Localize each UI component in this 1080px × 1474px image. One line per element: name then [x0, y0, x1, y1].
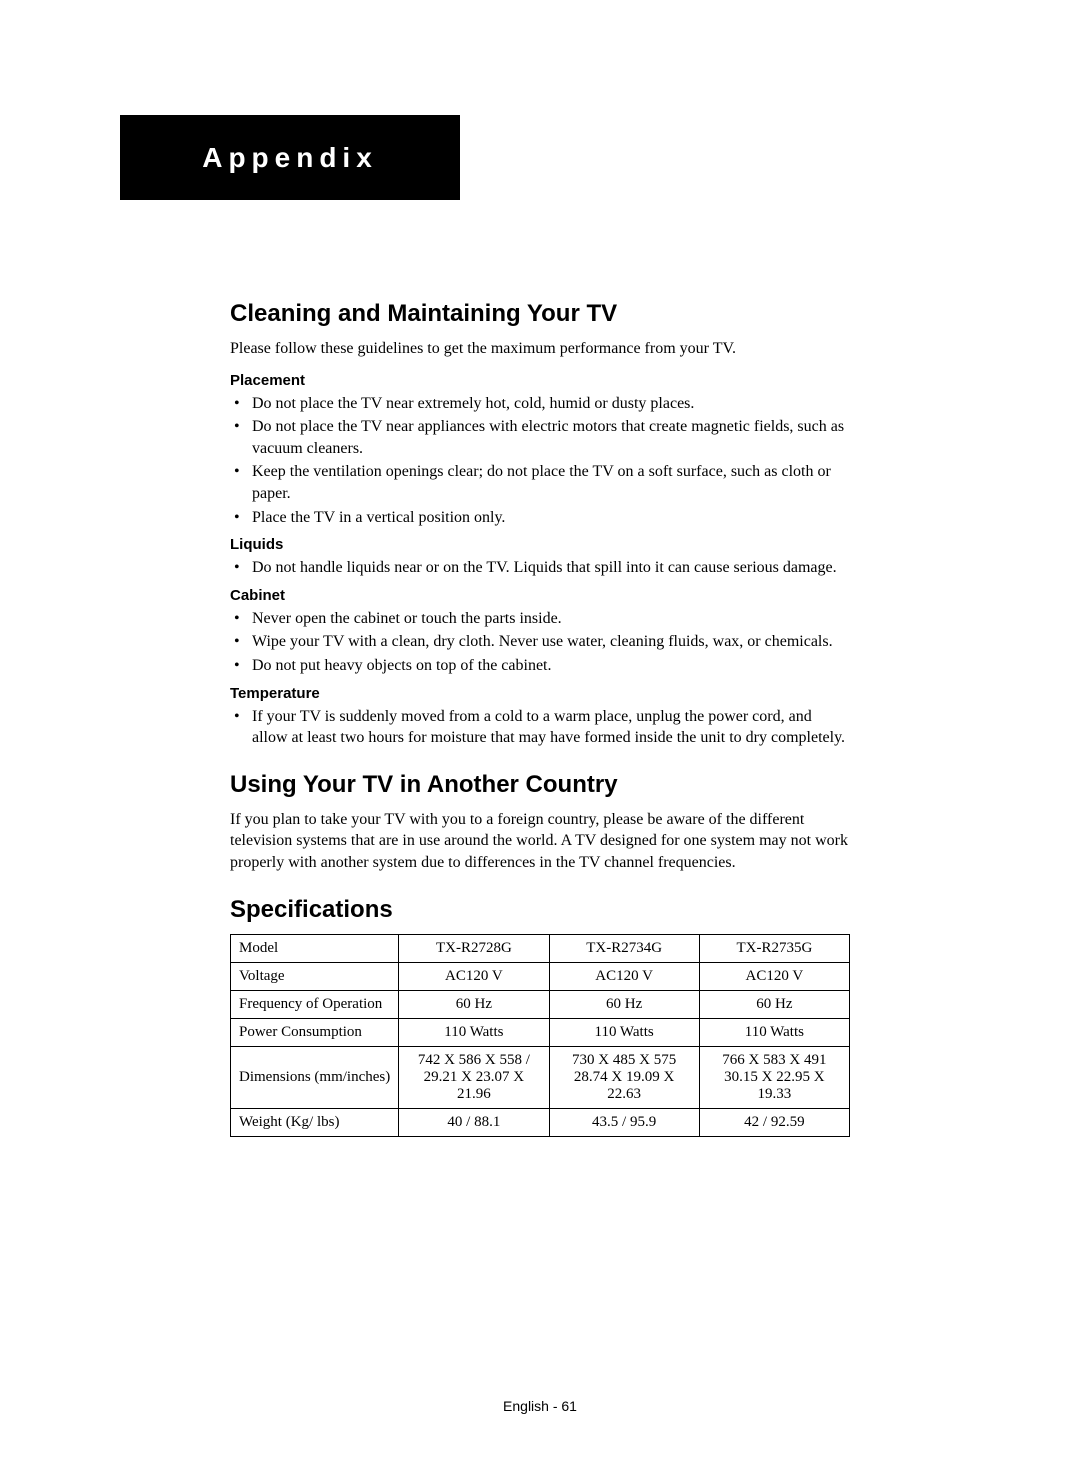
row-value: TX-R2734G — [549, 934, 699, 962]
list-item: Do not place the TV near appliances with… — [230, 416, 850, 459]
table-row: Weight (Kg/ lbs)40 / 88.143.5 / 95.942 /… — [231, 1108, 850, 1136]
list-item: Do not put heavy objects on top of the c… — [230, 655, 850, 677]
table-row: Dimensions (mm/inches)742 X 586 X 558 / … — [231, 1046, 850, 1108]
appendix-header: Appendix — [120, 115, 460, 200]
intro-text: Please follow these guidelines to get th… — [230, 338, 850, 360]
table-row: Frequency of Operation60 Hz60 Hz60 Hz — [231, 990, 850, 1018]
row-label: Voltage — [231, 962, 399, 990]
list-item: If your TV is suddenly moved from a cold… — [230, 706, 850, 749]
table-row: ModelTX-R2728GTX-R2734GTX-R2735G — [231, 934, 850, 962]
row-value: 42 / 92.59 — [699, 1108, 849, 1136]
list-item: Wipe your TV with a clean, dry cloth. Ne… — [230, 631, 850, 653]
another-country-para: If you plan to take your TV with you to … — [230, 809, 850, 874]
row-label: Model — [231, 934, 399, 962]
row-value: 110 Watts — [549, 1018, 699, 1046]
row-value: AC120 V — [399, 962, 549, 990]
heading-specifications: Specifications — [230, 896, 850, 924]
list-item: Never open the cabinet or touch the part… — [230, 608, 850, 630]
subheading-liquids: Liquids — [230, 536, 850, 553]
list-item: Do not place the TV near extremely hot, … — [230, 393, 850, 415]
table-row: Power Consumption110 Watts110 Watts110 W… — [231, 1018, 850, 1046]
list-item: Place the TV in a vertical position only… — [230, 507, 850, 529]
heading-another-country: Using Your TV in Another Country — [230, 771, 850, 799]
row-value: 60 Hz — [399, 990, 549, 1018]
row-value: TX-R2728G — [399, 934, 549, 962]
page-footer: English - 61 — [0, 1398, 1080, 1414]
row-value: AC120 V — [549, 962, 699, 990]
subheading-placement: Placement — [230, 372, 850, 389]
row-value: 40 / 88.1 — [399, 1108, 549, 1136]
row-value: 110 Watts — [699, 1018, 849, 1046]
row-label: Weight (Kg/ lbs) — [231, 1108, 399, 1136]
placement-list: Do not place the TV near extremely hot, … — [230, 393, 850, 529]
row-value: 766 X 583 X 491 30.15 X 22.95 X 19.33 — [699, 1046, 849, 1108]
row-value: 60 Hz — [549, 990, 699, 1018]
footer-text: English - 61 — [503, 1398, 577, 1414]
table-row: VoltageAC120 VAC120 VAC120 V — [231, 962, 850, 990]
heading-cleaning: Cleaning and Maintaining Your TV — [230, 300, 850, 328]
row-label: Dimensions (mm/inches) — [231, 1046, 399, 1108]
row-value: 742 X 586 X 558 / 29.21 X 23.07 X 21.96 — [399, 1046, 549, 1108]
row-value: 730 X 485 X 575 28.74 X 19.09 X 22.63 — [549, 1046, 699, 1108]
row-value: 43.5 / 95.9 — [549, 1108, 699, 1136]
row-label: Power Consumption — [231, 1018, 399, 1046]
list-item: Do not handle liquids near or on the TV.… — [230, 557, 850, 579]
row-value: AC120 V — [699, 962, 849, 990]
cabinet-list: Never open the cabinet or touch the part… — [230, 608, 850, 677]
content-area: Cleaning and Maintaining Your TV Please … — [230, 300, 850, 1137]
row-value: 110 Watts — [399, 1018, 549, 1046]
page: Appendix Cleaning and Maintaining Your T… — [0, 0, 1080, 1474]
row-value: TX-R2735G — [699, 934, 849, 962]
list-item: Keep the ventilation openings clear; do … — [230, 461, 850, 504]
row-label: Frequency of Operation — [231, 990, 399, 1018]
temperature-list: If your TV is suddenly moved from a cold… — [230, 706, 850, 749]
subheading-temperature: Temperature — [230, 685, 850, 702]
subheading-cabinet: Cabinet — [230, 587, 850, 604]
liquids-list: Do not handle liquids near or on the TV.… — [230, 557, 850, 579]
appendix-title: Appendix — [202, 142, 378, 174]
specifications-table: ModelTX-R2728GTX-R2734GTX-R2735GVoltageA… — [230, 934, 850, 1137]
row-value: 60 Hz — [699, 990, 849, 1018]
